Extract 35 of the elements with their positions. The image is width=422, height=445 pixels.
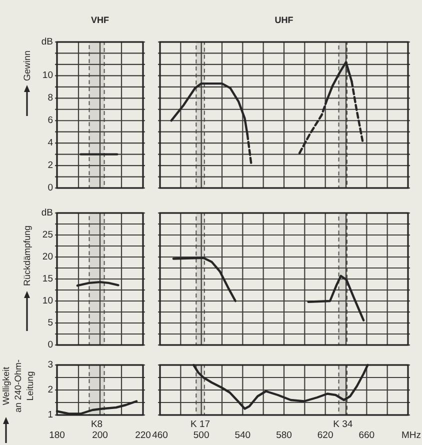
y-tick-label: 6 [48, 115, 53, 126]
y-tick-label: 0 [48, 182, 53, 194]
x-tick-label: 660 [358, 430, 375, 441]
y-tick-label: dB [41, 208, 53, 218]
x-axis-title: MHz [401, 430, 422, 441]
y-tick-label: 15 [42, 274, 53, 284]
x-tick-label: 180 [49, 430, 65, 441]
x-tick-label: 500 [193, 430, 210, 441]
x-tick-label: 580 [276, 430, 292, 441]
y-axis-title: Rückdämpfung [22, 225, 32, 286]
chart-title: UHF [274, 15, 294, 25]
y-tick-label: 10 [42, 70, 53, 82]
band-label: K 34 [333, 419, 353, 430]
x-tick-label: 540 [234, 430, 251, 441]
y-tick-label: 3 [48, 360, 53, 370]
y-tick-label: 5 [48, 318, 53, 328]
y-tick-label: 25 [42, 230, 53, 240]
y-tick-label: 0 [48, 340, 53, 350]
y-tick-label: 4 [48, 138, 53, 149]
y-tick-label: 2 [48, 384, 53, 396]
x-tick-label: 220 [135, 430, 151, 441]
y-tick-label: 20 [42, 252, 53, 262]
y-tick-label: 8 [48, 92, 53, 104]
chart-title: VHF [91, 15, 110, 25]
y-tick-label: 2 [48, 160, 53, 172]
x-tick-label: 620 [317, 430, 334, 441]
band-label: K 17 [190, 419, 210, 430]
band-label: K8 [90, 419, 103, 430]
y-tick-label: 1 [48, 410, 53, 420]
x-tick-label: 200 [92, 430, 108, 441]
y-tick-label: 10 [42, 296, 53, 306]
x-tick-label: 460 [152, 430, 168, 441]
y-axis-title: Welligkeit an 240-Ohm-Leitung [1, 359, 35, 413]
y-axis-title: Gewinn [22, 50, 32, 81]
y-tick-label: dB [41, 36, 53, 48]
